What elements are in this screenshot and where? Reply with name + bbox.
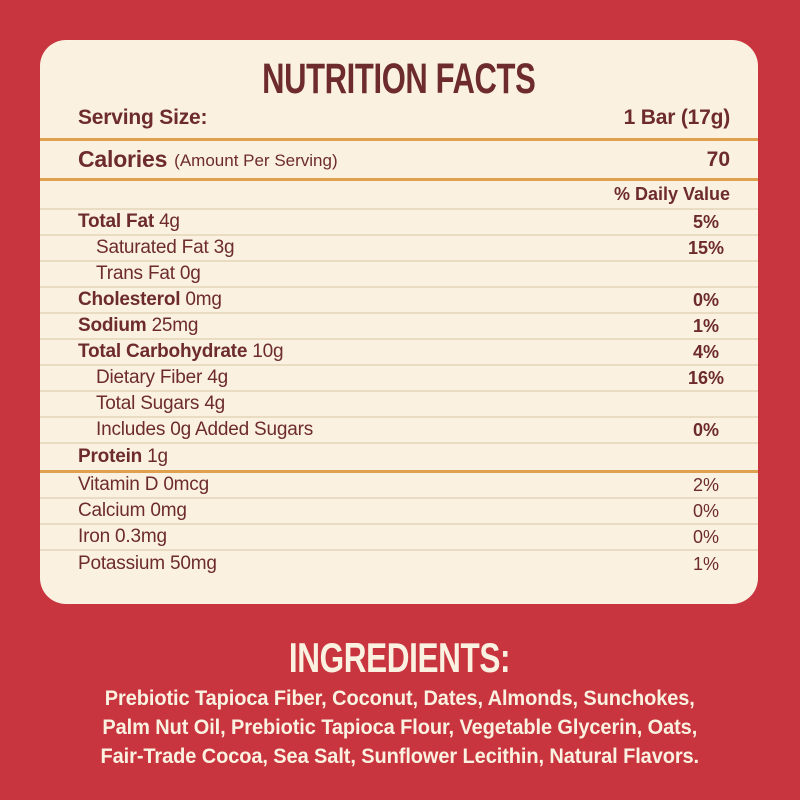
- nutrient-label: Trans Fat 0g: [96, 263, 676, 285]
- nutrition-title: NUTRITION FACTS: [262, 55, 536, 103]
- nutrient-name: Calcium: [78, 500, 146, 521]
- nutrient-row-saturated-fat: Saturated Fat 3g 15%: [40, 236, 758, 262]
- nutrient-row-calcium: Calcium 0mg 0%: [40, 499, 758, 525]
- nutrient-amount: 4g: [159, 211, 180, 232]
- nutrient-daily-value: 5%: [692, 211, 719, 232]
- nutrient-amount: 10g: [252, 341, 284, 362]
- serving-size-value: 1 Bar (17g): [623, 106, 731, 129]
- nutrient-row-trans-fat: Trans Fat 0g: [40, 262, 758, 288]
- nutrient-daily-value: 0%: [692, 500, 719, 521]
- nutrient-label: Potassium 50mg: [78, 553, 676, 575]
- nutrient-name: Total Carbohydrate: [78, 341, 248, 362]
- nutrient-amount: 4g: [204, 393, 226, 414]
- ingredients-lines: Prebiotic Tapioca Fiber, Coconut, Dates,…: [100, 684, 700, 771]
- nutrient-name: Sodium: [78, 315, 147, 336]
- nutrition-facts-panel: NUTRITION FACTS Serving Size: 1 Bar (17g…: [40, 40, 758, 604]
- nutrient-name: Saturated Fat: [96, 237, 209, 258]
- calories-label: Calories: [78, 146, 168, 172]
- nutrient-amount: 0mcg: [163, 474, 209, 495]
- nutrient-amount: 0g: [179, 263, 201, 284]
- nutrient-name: Iron: [78, 526, 110, 547]
- nutrient-daily-value: 0%: [692, 526, 719, 547]
- nutrient-amount: 50mg: [170, 553, 217, 574]
- nutrient-amount: 25mg: [151, 315, 199, 336]
- micronutrient-rows: Vitamin D 0mcg 2% Calcium 0mg 0% Iron 0.…: [40, 473, 758, 577]
- orange-divider-bottom: [40, 470, 758, 473]
- nutrient-daily-value: 2%: [692, 474, 719, 495]
- macronutrient-rows: Total Fat 4g 5% Saturated Fat 3g 15% Tra…: [40, 210, 758, 470]
- calories-value: 70: [706, 147, 730, 171]
- ingredients-title-wrap: INGREDIENTS:: [0, 636, 800, 680]
- nutrient-row-vitamin-d: Vitamin D 0mcg 2%: [40, 473, 758, 499]
- nutrient-row-cholesterol: Cholesterol 0mg 0%: [40, 288, 758, 314]
- nutrient-name: Trans Fat: [96, 263, 175, 284]
- nutrient-row-iron: Iron 0.3mg 0%: [40, 525, 758, 551]
- nutrient-label: Total Sugars 4g: [96, 393, 676, 415]
- nutrient-amount: 0mg: [150, 500, 187, 521]
- daily-value-header: % Daily Value: [40, 181, 758, 210]
- ingredients-line: Palm Nut Oil, Prebiotic Tapioca Flour, V…: [102, 715, 698, 739]
- nutrient-row-potassium: Potassium 50mg 1%: [40, 551, 758, 577]
- orange-divider-top: [40, 138, 758, 141]
- nutrient-daily-value: 16%: [687, 367, 725, 388]
- nutrient-row-sodium: Sodium 25mg 1%: [40, 314, 758, 340]
- nutrient-daily-value: 4%: [692, 341, 719, 362]
- ingredients-body: Prebiotic Tapioca Fiber, Coconut, Dates,…: [0, 684, 800, 771]
- nutrient-name: Protein: [78, 446, 143, 467]
- nutrient-name: Includes 0g Added Sugars: [96, 419, 314, 440]
- nutrient-name: Cholesterol: [78, 289, 181, 310]
- nutrient-row-total-carbohydrate: Total Carbohydrate 10g 4%: [40, 340, 758, 366]
- serving-size-row: Serving Size: 1 Bar (17g): [40, 98, 758, 138]
- daily-value-header-label: % Daily Value: [613, 184, 730, 204]
- nutrient-label: Iron 0.3mg: [78, 526, 676, 548]
- nutrient-daily-value: 0%: [692, 289, 719, 310]
- nutrient-name: Vitamin D: [78, 474, 159, 495]
- nutrient-name: Total Fat: [78, 211, 154, 232]
- nutrient-amount: 1g: [147, 446, 168, 467]
- calories-sublabel: (Amount Per Serving): [174, 150, 338, 170]
- nutrient-label: Includes 0g Added Sugars: [96, 419, 676, 441]
- nutrient-name: Total Sugars: [96, 393, 200, 414]
- nutrient-label: Calcium 0mg: [78, 500, 676, 522]
- nutrient-amount: 0.3mg: [115, 526, 167, 547]
- nutrient-name: Dietary Fiber: [96, 367, 203, 388]
- nutrient-row-dietary-fiber: Dietary Fiber 4g 16%: [40, 366, 758, 392]
- nutrient-label: Saturated Fat 3g: [96, 237, 676, 259]
- nutrient-daily-value: 1%: [692, 553, 719, 574]
- nutrient-label: Sodium 25mg: [78, 315, 676, 337]
- nutrient-daily-value: 1%: [692, 315, 719, 336]
- nutrient-amount: 4g: [207, 367, 228, 388]
- orange-divider-middle: [40, 178, 758, 181]
- nutrient-label: Dietary Fiber 4g: [96, 367, 676, 389]
- calories-row: Calories (Amount Per Serving) 70: [40, 141, 758, 178]
- ingredients-title: INGREDIENTS:: [289, 634, 511, 681]
- ingredients-section: INGREDIENTS: Prebiotic Tapioca Fiber, Co…: [0, 636, 800, 771]
- nutrient-row-total-fat: Total Fat 4g 5%: [40, 210, 758, 236]
- nutrient-label: Cholesterol 0mg: [78, 289, 676, 311]
- serving-size-label: Serving Size:: [78, 106, 208, 129]
- nutrient-label: Protein 1g: [78, 446, 676, 468]
- nutrient-name: Potassium: [78, 553, 165, 574]
- ingredients-line: Fair-Trade Cocoa, Sea Salt, Sunflower Le…: [100, 744, 700, 768]
- nutrient-row-protein: Protein 1g: [40, 444, 758, 470]
- nutrient-label: Total Carbohydrate 10g: [78, 341, 676, 363]
- nutrient-daily-value: 0%: [692, 419, 719, 440]
- ingredients-line: Prebiotic Tapioca Fiber, Coconut, Dates,…: [105, 686, 695, 710]
- nutrition-title-wrap: NUTRITION FACTS: [40, 55, 758, 103]
- nutrient-daily-value: 15%: [687, 237, 725, 258]
- nutrient-row-added-sugars: Includes 0g Added Sugars 0%: [40, 418, 758, 444]
- nutrient-label: Total Fat 4g: [78, 211, 676, 233]
- nutrient-row-total-sugars: Total Sugars 4g: [40, 392, 758, 418]
- nutrient-amount: 0mg: [185, 289, 222, 310]
- nutrient-label: Vitamin D 0mcg: [78, 474, 676, 496]
- nutrient-amount: 3g: [213, 237, 235, 258]
